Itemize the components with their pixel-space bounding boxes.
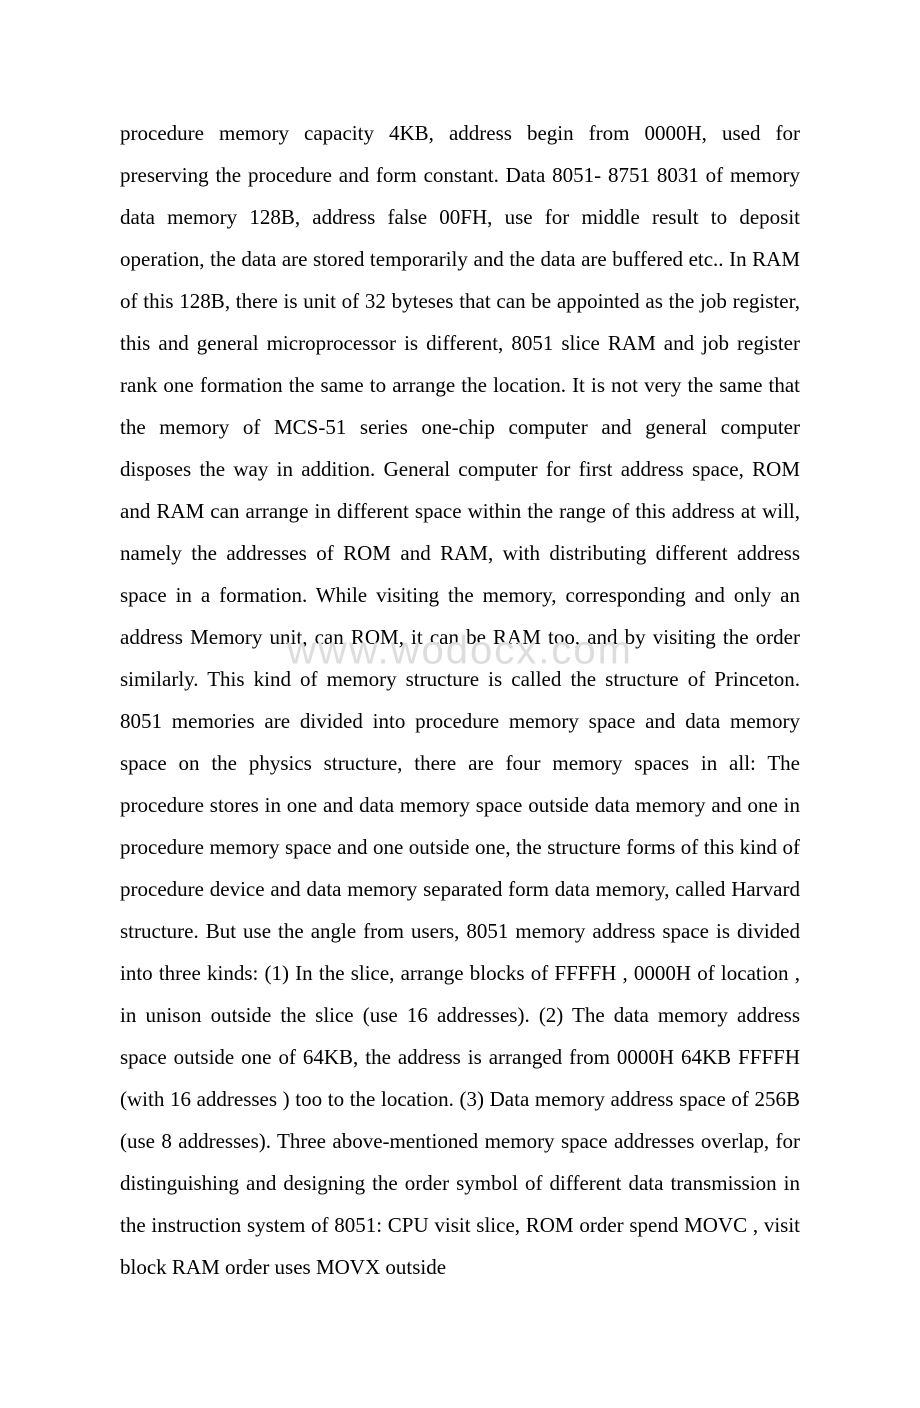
document-body: procedure memory capacity 4KB, address b… [0, 0, 920, 1408]
body-text: procedure memory capacity 4KB, address b… [120, 121, 800, 1279]
